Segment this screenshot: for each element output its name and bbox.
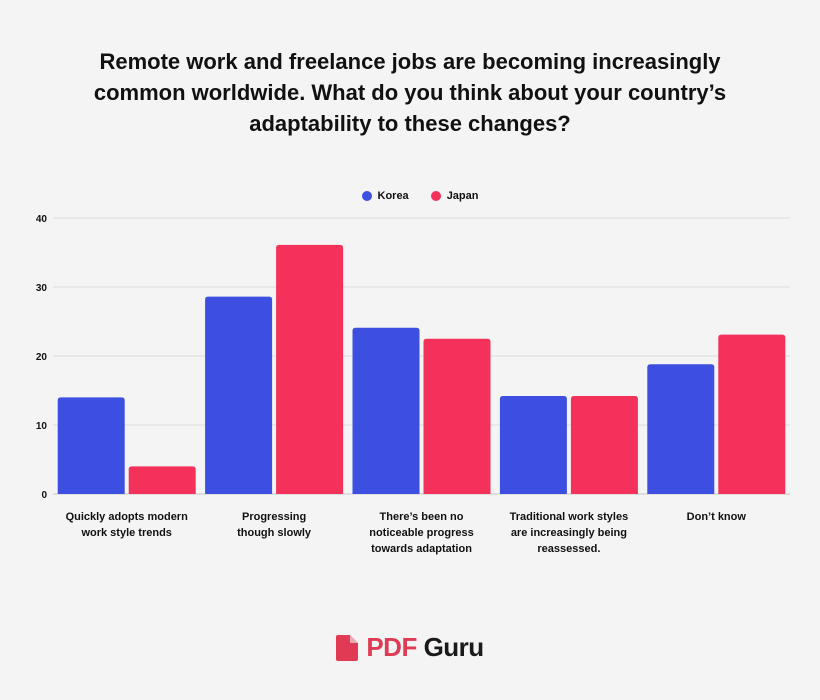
bar-korea (205, 296, 273, 494)
bar-japan (570, 396, 638, 494)
y-tick-label: 30 (36, 283, 48, 294)
legend-item-japan: Japan (430, 190, 479, 202)
chart-title: Remote work and freelance jobs are becom… (93, 49, 727, 136)
bar-korea (352, 327, 420, 494)
bar-japan (718, 334, 786, 494)
y-tick-label: 20 (36, 352, 48, 363)
legend-label-korea: Korea (377, 190, 409, 202)
brand-logo: PDF Guru (0, 632, 820, 663)
bar-japan (128, 466, 196, 494)
bar-korea (647, 364, 715, 494)
y-tick-label: 0 (41, 490, 47, 501)
x-tick-label: Don’t know (687, 511, 747, 523)
y-tick-label: 40 (36, 214, 48, 225)
bar-japan (423, 338, 491, 494)
x-tick-label: Progressing though slowly (237, 511, 312, 539)
logo-text-pdf: PDF (366, 632, 417, 662)
legend-swatch-japan (430, 191, 441, 201)
legend-item-korea: Korea (361, 190, 409, 202)
logo-text-guru: Guru (423, 632, 485, 662)
y-tick-label: 10 (36, 421, 48, 432)
bar-japan (276, 244, 344, 494)
x-tick-label: There’s been no noticeable progress toward… (369, 511, 474, 555)
bar-chart: 0 10 20 30 40 Quickly adopts modern work style… (36, 214, 790, 555)
x-tick-label: Traditional work styles are increasingly … (510, 511, 629, 555)
bar-korea (57, 397, 125, 494)
legend-swatch-korea (361, 191, 372, 201)
legend-label-japan: Japan (446, 190, 479, 202)
pdf-file-icon (336, 634, 359, 661)
legend: Korea Japan (0, 190, 820, 202)
x-tick-label: Quickly adopts modern work style trends (66, 511, 189, 539)
bar-korea (499, 396, 567, 494)
